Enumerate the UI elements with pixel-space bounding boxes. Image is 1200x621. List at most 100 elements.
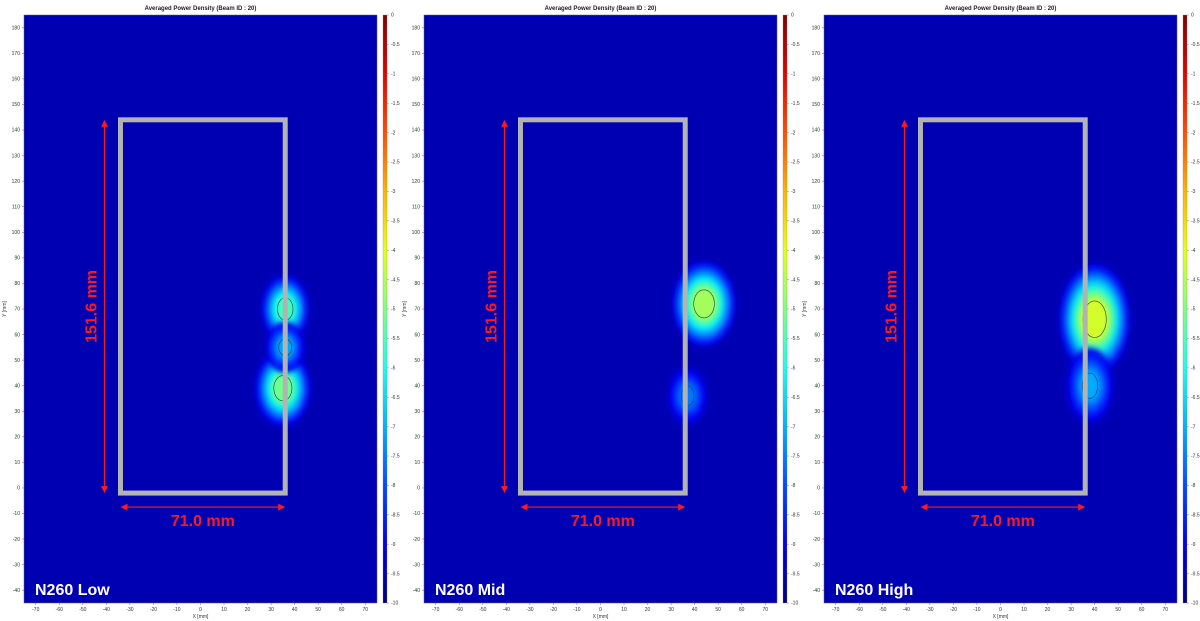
x-tick-label: -40 [103, 607, 110, 613]
colorbar-tick-label: -2.5 [1191, 160, 1200, 166]
colorbar-tick-label: -9 [1191, 542, 1196, 548]
colorbar-tick-label: -1 [1191, 72, 1196, 78]
height-dimension-label: 151.6 mm [483, 270, 500, 343]
device-outline [917, 117, 1088, 496]
y-tick-label: 180 [12, 25, 21, 31]
colorbar-tick-label: -9 [391, 542, 396, 548]
y-tick-label: 40 [14, 383, 20, 389]
y-tick-label: 110 [812, 204, 820, 210]
colorbar-tick-label: -2.5 [391, 160, 400, 166]
height-arrow-top [900, 119, 908, 127]
y-tick-label: 30 [414, 409, 420, 415]
colorbar-tick-label: -1.5 [791, 101, 800, 107]
y-tick-label: -10 [13, 511, 20, 517]
x-tick-label: -50 [879, 607, 886, 613]
y-tick-label: 110 [12, 204, 20, 210]
x-tick-label: -70 [32, 607, 39, 613]
y-tick-label: 140 [812, 128, 821, 134]
colorbar-tick-label: -7 [391, 424, 396, 430]
colorbar-tick-label: -5.5 [391, 336, 400, 342]
device-outline [117, 117, 288, 496]
colorbar-tick-label: -4 [1191, 248, 1196, 254]
y-tick-label: 20 [14, 435, 20, 441]
y-tick-label: 130 [812, 153, 821, 159]
colorbar-tick-label: -5 [391, 307, 396, 313]
width-arrow-right [678, 503, 686, 511]
band-label: N260 Mid [435, 582, 505, 599]
chart-title: Averaged Power Density (Beam ID : 20) [945, 6, 1057, 12]
x-tick-label: 60 [339, 607, 345, 613]
band-label: N260 Low [35, 582, 110, 599]
colorbar-tick-label: -6.5 [1191, 395, 1200, 401]
width-arrow-left [520, 503, 528, 511]
y-tick-label: 50 [14, 358, 20, 364]
colorbar-tick-label: -3 [791, 189, 796, 195]
x-axis-label: X [mm] [993, 614, 1009, 620]
colorbar-tick-label: -4 [791, 248, 796, 254]
x-tick-label: 40 [692, 607, 698, 613]
colorbar-tick-label: -10 [791, 601, 798, 607]
colorbar-tick-label: -6 [791, 366, 796, 372]
colorbar-tick-label: -4 [391, 248, 396, 254]
width-dimension-label: 71.0 mm [571, 513, 635, 530]
y-tick-label: -40 [413, 588, 420, 594]
y-tick-label: 140 [12, 128, 21, 134]
y-tick-label: 170 [12, 51, 21, 57]
colorbar-tick-label: -7.5 [1191, 454, 1200, 460]
colorbar-tick-label: -1 [791, 72, 796, 78]
y-tick-label: 100 [412, 230, 421, 236]
colorbar-tick-label: -8.5 [1191, 513, 1200, 519]
width-arrow-right [1078, 503, 1086, 511]
y-tick-label: 100 [812, 230, 821, 236]
colorbar-tick-label: -7.5 [791, 454, 800, 460]
device-outline [517, 117, 688, 496]
width-arrow-left [920, 503, 928, 511]
colorbar-tick-label: -0.5 [791, 42, 800, 48]
heatmap-panel-low: Averaged Power Density (Beam ID : 20) -70… [0, 0, 400, 621]
x-tick-label: 10 [621, 607, 627, 613]
x-tick-label: -20 [550, 607, 557, 613]
y-tick-label: -10 [413, 511, 420, 517]
x-tick-label: 70 [762, 607, 768, 613]
colorbar-tick-label: -10 [391, 601, 398, 607]
y-tick-label: 120 [12, 179, 21, 185]
colorbar-tick-label: -9.5 [1191, 571, 1200, 577]
y-tick-label: 180 [812, 25, 821, 31]
x-tick-label: 20 [1045, 607, 1051, 613]
hotspot-layer [1059, 264, 1130, 424]
colorbar-tick-label: -5.5 [1191, 336, 1200, 342]
x-tick-label: 50 [1115, 607, 1121, 613]
x-tick-label: 20 [645, 607, 651, 613]
colorbar-tick-label: -0.5 [1191, 42, 1200, 48]
y-tick-label: 130 [12, 153, 21, 159]
x-tick-label: 0 [199, 607, 202, 613]
height-arrow-bottom [500, 486, 508, 494]
heatmap-panel-high: Averaged Power Density (Beam ID : 20) -70… [800, 0, 1200, 621]
x-tick-label: -40 [903, 607, 910, 613]
colorbar-tick-label: -2 [1191, 130, 1196, 136]
y-tick-label: -40 [13, 588, 20, 594]
y-tick-label: 60 [814, 332, 820, 338]
colorbar-tick-label: -8.5 [791, 513, 800, 519]
x-tick-label: 40 [292, 607, 298, 613]
y-tick-label: 0 [17, 486, 20, 492]
y-tick-label: -30 [813, 562, 820, 568]
y-tick-label: 170 [812, 51, 821, 57]
colorbar-tick-label: -9.5 [791, 571, 800, 577]
y-tick-label: 40 [414, 383, 420, 389]
height-dimension-label: 151.6 mm [883, 270, 900, 343]
y-tick-label: -20 [13, 537, 20, 543]
x-tick-label: 30 [268, 607, 274, 613]
x-tick-label: -60 [56, 607, 63, 613]
y-axis-label: Y [mm] [802, 301, 808, 317]
y-tick-label: 50 [814, 358, 820, 364]
x-tick-label: 0 [599, 607, 602, 613]
y-tick-label: 60 [14, 332, 20, 338]
y-tick-label: 80 [414, 281, 420, 287]
colorbar-tick-label: -8 [791, 483, 796, 489]
y-tick-label: 40 [814, 383, 820, 389]
y-tick-label: 160 [812, 77, 821, 83]
x-tick-label: -30 [126, 607, 133, 613]
y-tick-label: -10 [813, 511, 820, 517]
colorbar-tick-label: -3 [391, 189, 396, 195]
